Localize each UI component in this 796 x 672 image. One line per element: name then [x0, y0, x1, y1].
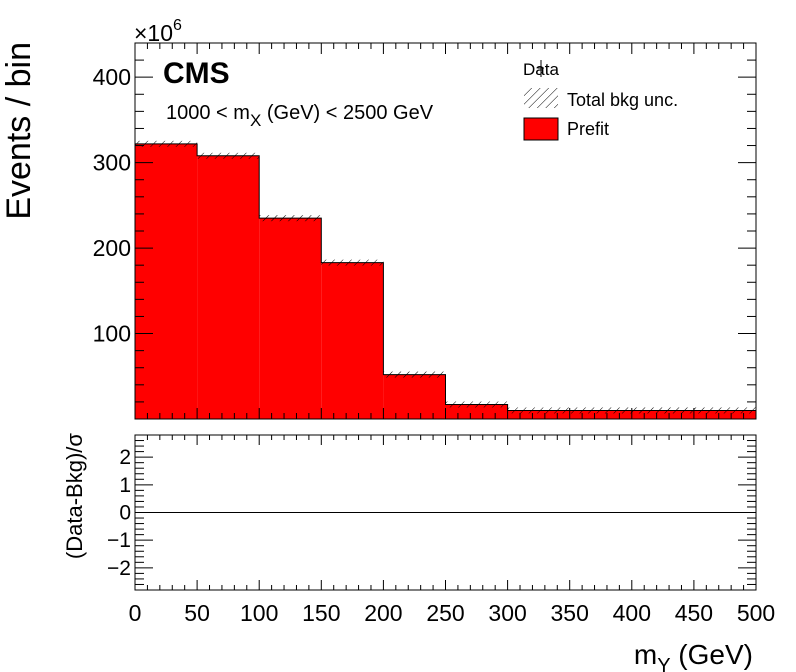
y-axis-title: Events / bin	[0, 42, 38, 220]
x-tick-label: 350	[551, 600, 589, 626]
ratio-y-tick-label: 2	[119, 446, 131, 469]
ratio-frame	[134, 434, 757, 591]
histogram-bar	[569, 410, 632, 419]
y-tick-label: 400	[93, 64, 131, 90]
x-tick-label: 400	[613, 600, 651, 626]
x-tick-label: 250	[426, 600, 464, 626]
legend: Data Total bkg unc. Prefit	[523, 60, 678, 141]
ratio-panel: −2 −1 0 1 2 0 50 100 150 200 250 300 350 400 450 500 (…	[62, 433, 775, 672]
histogram-bar	[445, 404, 508, 419]
histogram-bar	[383, 374, 446, 419]
legend-label-data: Data	[523, 60, 559, 79]
x-tick-label: 100	[240, 600, 278, 626]
ratio-y-tick-label: 0	[119, 502, 131, 525]
x-tick-label: 300	[488, 600, 526, 626]
selection-annotation: 1000 < mX (GeV) < 2500 GeV	[166, 102, 434, 130]
histogram-bar	[631, 410, 694, 419]
ratio-y-tick-label: 1	[119, 474, 131, 497]
histogram-bar	[693, 410, 756, 419]
x-tick-labels: 0 50 100 150 200 250 300 350 400 450 500	[129, 600, 776, 626]
x-tick-label: 450	[675, 600, 713, 626]
experiment-label: CMS	[163, 57, 230, 90]
y-tick-label: 300	[93, 150, 131, 176]
histogram-bar	[259, 218, 322, 419]
legend-entry-data: Data	[523, 60, 559, 79]
ratio-y-tick-label: −2	[107, 557, 131, 580]
histogram-bar	[135, 143, 198, 419]
y-tick-label: 100	[93, 321, 131, 347]
legend-prefit-swatch	[523, 117, 559, 141]
ratio-axis-ticks	[134, 434, 757, 591]
histogram-bar	[321, 262, 384, 419]
y-tick-label: 200	[93, 235, 131, 261]
histogram-bar	[197, 155, 260, 420]
y-multiplier: ×106	[134, 17, 182, 46]
x-tick-label: 50	[184, 600, 210, 626]
ratio-y-axis-title: (Data-Bkg)/σ	[62, 433, 87, 559]
x-tick-label: 150	[302, 600, 340, 626]
main-y-tick-labels: 100 200 300 400	[93, 64, 131, 346]
x-tick-label: 200	[364, 600, 402, 626]
legend-entry-total-bkg-unc: Total bkg unc.	[524, 88, 678, 110]
ratio-y-tick-label: −1	[107, 529, 131, 552]
main-panel: 100 200 300 400 ×106 Events / bin CMS 1000 …	[0, 17, 757, 420]
x-tick-label: 500	[737, 600, 775, 626]
ratio-y-tick-labels: −2 −1 0 1 2	[107, 446, 131, 580]
histogram-bar	[507, 410, 570, 419]
x-axis-title: mY (GeV)	[634, 639, 753, 672]
histogram-bars	[135, 140, 756, 420]
main-frame	[134, 42, 757, 420]
x-tick-label: 0	[129, 600, 142, 626]
legend-label-prefit: Prefit	[567, 119, 609, 139]
legend-entry-prefit: Prefit	[523, 117, 609, 141]
legend-hatch-swatch	[524, 88, 558, 108]
legend-label-total-bkg-unc: Total bkg unc.	[567, 90, 678, 110]
